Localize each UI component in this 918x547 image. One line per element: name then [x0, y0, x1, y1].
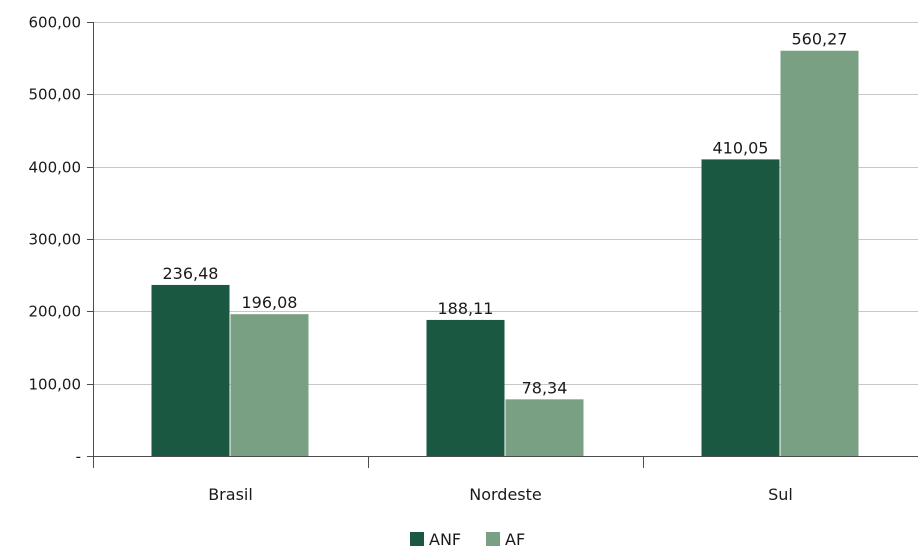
x-category-label: Nordeste	[469, 485, 542, 504]
bar-af-nordeste	[505, 399, 584, 456]
bar-anf-nordeste	[426, 319, 505, 456]
bar-af-brasil	[230, 314, 309, 456]
bar-anf-brasil	[151, 284, 230, 456]
y-tick-label: 400,00	[29, 159, 82, 177]
labels: - 100,00 200,00 300,00 400,00 500,00 600,00 236…	[29, 14, 848, 505]
legend-label-af: AF	[505, 530, 525, 547]
data-label: 560,27	[792, 30, 848, 49]
y-tick-label: -	[76, 448, 81, 466]
y-tick-label: 500,00	[29, 86, 82, 104]
bars	[151, 50, 859, 457]
data-label: 78,34	[522, 378, 568, 397]
legend-label-anf: ANF	[429, 530, 461, 547]
data-label: 236,48	[163, 264, 219, 283]
data-label: 188,11	[438, 299, 494, 318]
legend-swatch-af	[486, 532, 500, 546]
y-tick-label: 200,00	[29, 303, 82, 321]
y-tick-label: 600,00	[29, 14, 82, 32]
data-label: 196,08	[242, 293, 298, 312]
y-tick-label: 100,00	[29, 376, 82, 394]
bar-af-sul	[780, 50, 859, 456]
legend: ANF AF	[410, 530, 525, 547]
bar-anf-sul	[701, 159, 780, 457]
axes	[87, 22, 918, 468]
x-category-label: Brasil	[208, 485, 253, 504]
data-label: 410,05	[713, 138, 769, 157]
y-tick-label: 300,00	[29, 231, 82, 249]
legend-swatch-anf	[410, 532, 424, 546]
x-category-label: Sul	[768, 485, 793, 504]
